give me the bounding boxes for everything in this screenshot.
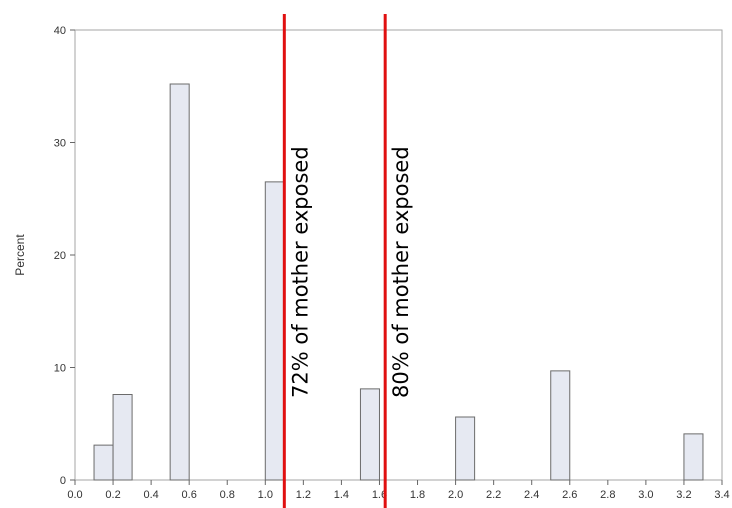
reference-line-label: 80% of mother exposed — [389, 146, 413, 398]
histogram-bar — [359, 388, 380, 481]
x-tick-label: 1.4 — [334, 489, 349, 501]
x-tick-label: 0.8 — [220, 489, 235, 501]
x-tick-label: 0.6 — [182, 489, 197, 501]
histogram-bar — [93, 444, 114, 481]
x-tick-label: 1.6 — [372, 489, 387, 501]
y-tick-label: 30 — [54, 138, 66, 150]
reference-line-label: 72% of mother exposed — [288, 146, 312, 398]
y-tick-label: 10 — [54, 363, 66, 375]
x-tick-label: 2.0 — [448, 489, 463, 501]
x-tick-label: 1.2 — [296, 489, 311, 501]
x-tick-label: 0.0 — [67, 489, 82, 501]
x-tick-label: 3.4 — [714, 489, 729, 501]
x-tick-label: 2.8 — [600, 489, 615, 501]
histogram-bar — [455, 416, 476, 481]
x-tick-label: 0.2 — [105, 489, 120, 501]
y-axis: 0 10 20 30 40 — [54, 25, 75, 487]
reference-lines-layer: 72% of mother exposed 80% of mother expos… — [282, 14, 413, 508]
histogram-bar — [169, 83, 190, 481]
y-tick-label: 0 — [60, 475, 66, 487]
x-tick-label: 2.2 — [486, 489, 501, 501]
histogram-bar — [264, 181, 285, 481]
x-tick-label: 2.6 — [562, 489, 577, 501]
y-tick-label: 40 — [54, 25, 66, 37]
x-tick-label: 3.2 — [676, 489, 691, 501]
histogram-bar — [112, 394, 133, 481]
histogram-bar — [550, 370, 571, 481]
x-tick-label: 1.0 — [258, 489, 273, 501]
x-tick-label: 1.8 — [410, 489, 425, 501]
y-tick-label: 20 — [54, 250, 66, 262]
x-tick-label: 2.4 — [524, 489, 539, 501]
y-axis-title: Percent — [13, 234, 27, 276]
histogram-bar — [683, 433, 704, 481]
x-tick-label: 3.0 — [638, 489, 653, 501]
x-axis: 0.0 0.2 0.4 0.6 0.8 1.0 1.2 1.4 1.6 1.8 2.0 2.2 2.4 2… — [67, 480, 730, 501]
x-tick-label: 0.4 — [143, 489, 158, 501]
